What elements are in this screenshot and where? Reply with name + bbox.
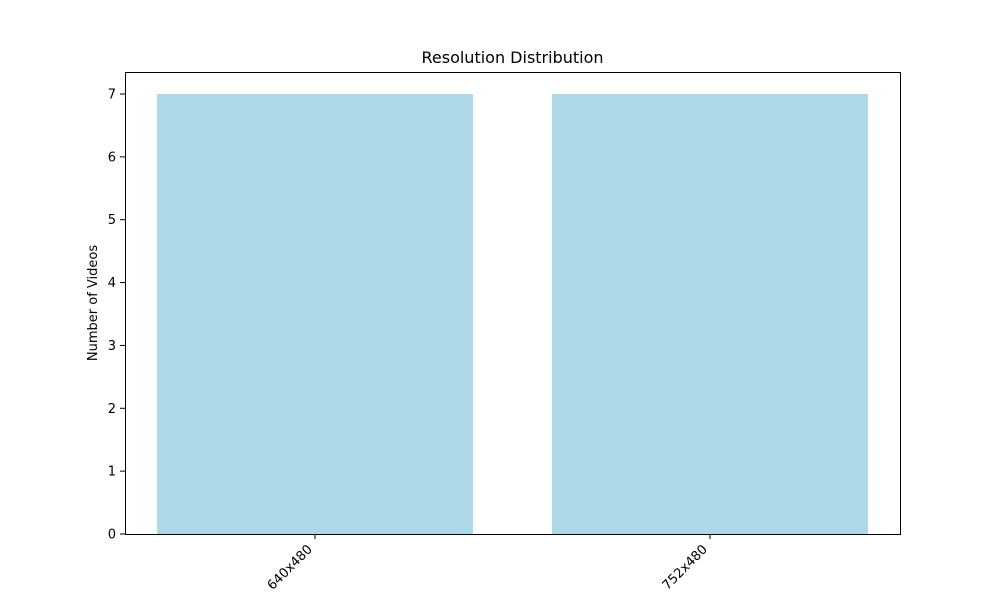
y-tick-label: 6 xyxy=(108,150,116,165)
y-tick-label: 2 xyxy=(108,402,116,417)
y-tick-label: 5 xyxy=(108,213,116,228)
y-axis-title: Number of Videos xyxy=(86,245,101,361)
y-axis: 0 1 2 3 4 5 6 7 xyxy=(108,88,125,543)
y-tick-label: 7 xyxy=(108,88,116,103)
y-tick-label: 4 xyxy=(108,276,116,291)
plot-frame xyxy=(125,72,901,535)
chart-title: Resolution Distribution xyxy=(421,48,603,67)
y-tick-label: 0 xyxy=(108,528,116,543)
y-tick-label: 1 xyxy=(108,465,116,480)
bar-640x480 xyxy=(156,94,473,534)
bars-layer xyxy=(156,94,869,534)
bar-752x480 xyxy=(552,94,869,534)
y-tick-label: 3 xyxy=(108,339,116,354)
